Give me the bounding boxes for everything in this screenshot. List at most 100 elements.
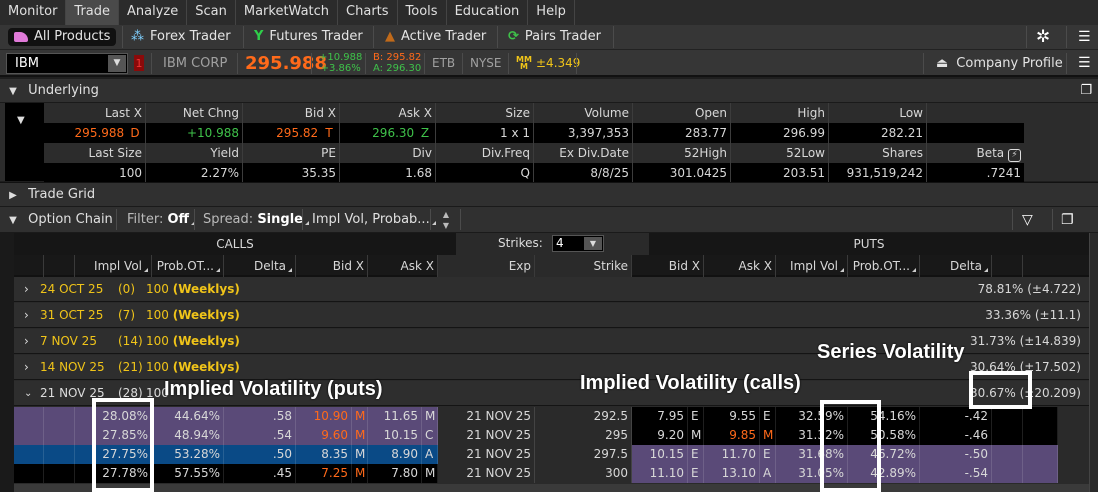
call-ask[interactable]: 7.80 [368,464,422,483]
col-call-delta[interactable]: Delta [224,255,296,277]
series-volatility: 30.64% (±17.502) [970,360,1081,374]
gear-icon[interactable]: ✲ [1036,27,1051,47]
col-put-bid[interactable]: Bid X [632,255,704,277]
col-spacer [992,255,1023,277]
active-trader-button[interactable]: ▲ Active Trader [385,25,486,49]
menu-scan[interactable]: Scan [187,0,236,25]
col-put-ask[interactable]: Ask X [704,255,776,277]
forex-trader-button[interactable]: ⁂ Forex Trader [131,25,231,49]
trade-grid-header[interactable]: ▶ Trade Grid [0,182,1098,207]
option-chain-toggle[interactable]: ▼ Option Chain [6,207,113,233]
etb-label: ETB [432,56,456,70]
call-bid[interactable]: 9.60 [296,426,352,445]
spread-dropdown[interactable]: Spread: Single [203,207,309,233]
annotation-implied-vol-puts: Implied Volatility (puts) [164,378,383,400]
put-bid[interactable]: 7.95 [632,407,688,426]
layout-dropdown[interactable]: Impl Vol, Probab... [312,207,436,233]
menu-help[interactable]: Help [528,0,575,25]
exp-series: 100 (Weeklys) [146,277,240,302]
company-name: IBM CORP [163,55,228,71]
exp-days: (14) [118,334,143,348]
col-call-bid[interactable]: Bid X [296,255,368,277]
exp-cell: 21 NOV 25 [438,426,535,445]
horizontal-scrollbar[interactable] [14,484,1089,492]
filter-dropdown[interactable]: Filter: Off [127,207,196,233]
put-ask-exchange: M [760,426,776,445]
dropdown-corner-icon [431,221,436,225]
company-profile-label: Company Profile [956,55,1063,71]
col-put-prob-otm[interactable]: Prob.OT... [848,255,920,277]
link-group-badge[interactable]: 1 [134,55,144,71]
col-put-impl-vol[interactable]: Impl Vol [776,255,848,277]
detach-window-icon[interactable]: ❐ [1061,212,1074,228]
call-ask[interactable]: 11.65 [368,407,422,426]
strikes-value: 4 [556,236,564,250]
company-profile-button[interactable]: ⏏ Company Profile [936,50,1063,76]
call-ask[interactable]: 10.15 [368,426,422,445]
col-call-impl-vol[interactable]: Impl Vol [75,255,152,277]
expiration-row[interactable]: › 7 NOV 25 (14) 100 (Weeklys) 31.73% (±1… [14,329,1089,354]
call-bid[interactable]: 10.90 [296,407,352,426]
call-bid[interactable]: 8.35 [296,445,352,464]
expiration-row[interactable]: › 24 OCT 25 (0) 100 (Weeklys) 78.81% (±4… [14,277,1089,302]
underlying-header[interactable]: ▼ Underlying ❐ [0,79,1098,103]
put-ask[interactable]: 9.85 [704,426,760,445]
put-ask[interactable]: 13.10 [704,464,760,483]
menu-tools[interactable]: Tools [398,0,447,25]
option-row[interactable]: 28.08% 44.64% .58 10.90 M 11.65 M 21 NOV… [14,407,1058,426]
col-exp[interactable]: Exp [438,255,535,277]
underlying-expander[interactable]: ▼ [5,103,44,181]
pairs-trader-button[interactable]: ⟳ Pairs Trader [508,25,601,49]
put-bid[interactable]: 11.10 [632,464,688,483]
menu-charts[interactable]: Charts [338,0,398,25]
call-prob-otm: 53.28% [152,445,224,464]
put-ask[interactable]: 9.55 [704,407,760,426]
collapse-all-icon[interactable]: ▽ [1022,212,1033,228]
vertical-scrollbar[interactable] [1089,233,1098,492]
expiration-row[interactable]: › 31 OCT 25 (7) 100 (Weeklys) 33.36% (±1… [14,303,1089,328]
filter-label: Filter: [127,212,164,227]
futures-trader-button[interactable]: Y Futures Trader [254,25,363,49]
futures-icon: Y [254,29,264,44]
call-bid[interactable]: 7.25 [296,464,352,483]
col-call-prob-otm[interactable]: Prob.OT... [152,255,224,277]
option-row[interactable]: 27.85% 48.94% .54 9.60 M 10.15 C 21 NOV … [14,426,1058,445]
strikes-control: Strikes: 4 ▼ [456,233,649,255]
underlying-row1-values: 295.988 D +10.988 295.82 T 296.30 Z 1 x … [44,123,1024,143]
menu-marketwatch[interactable]: MarketWatch [236,0,339,25]
menu-list-icon[interactable]: ☰ [1078,55,1091,71]
detach-window-icon[interactable]: ❐ [1080,83,1092,98]
layout-stepper[interactable]: ▲ ▼ [442,210,450,230]
exp-type: (Weeklys) [172,360,240,374]
col-strike[interactable]: Strike [535,255,632,277]
call-bid-exchange: M [352,464,368,483]
all-products-button[interactable]: All Products [8,28,117,46]
option-row-atm[interactable]: 27.75% 53.28% .50 8.35 M 8.90 A 21 NOV 2… [14,445,1058,464]
put-bid[interactable]: 9.20 [632,426,688,445]
call-ask[interactable]: 8.90 [368,445,422,464]
divider [424,53,425,74]
put-prob-otm: 46.72% [848,445,920,464]
menu-analyze[interactable]: Analyze [119,0,188,25]
symbol-dropdown-button[interactable]: ▼ [108,55,126,72]
divider [151,53,152,74]
lightning-icon[interactable]: ⚡ [1008,149,1021,162]
put-ask[interactable]: 11.70 [704,445,760,464]
menu-list-icon[interactable]: ☰ [1078,29,1091,45]
divider [1026,26,1027,48]
strikes-select[interactable]: 4 ▼ [552,235,604,252]
col-call-ask[interactable]: Ask X [368,255,438,277]
menu-monitor[interactable]: Monitor [0,0,67,25]
pe-value: 35.35 [243,163,340,183]
sort-corner-icon [912,268,916,272]
expiration-row-expanded[interactable]: ⌄ 21 NOV 25 (28) 100 30.67% (±20.209) [14,381,1089,406]
net-chng-value: +10.988 [146,123,243,143]
expiration-row[interactable]: › 14 NOV 25 (21) 100 (Weeklys) 30.64% (±… [14,355,1089,380]
option-row[interactable]: 27.78% 57.55% .45 7.25 M 7.80 M 21 NOV 2… [14,464,1058,483]
put-bid[interactable]: 10.15 [632,445,688,464]
strike-cell: 292.5 [535,407,632,426]
col-put-delta[interactable]: Delta [920,255,992,277]
symbol-input[interactable]: IBM ▼ [6,53,128,74]
menu-trade[interactable]: Trade [66,0,120,25]
menu-education[interactable]: Education [447,0,529,25]
